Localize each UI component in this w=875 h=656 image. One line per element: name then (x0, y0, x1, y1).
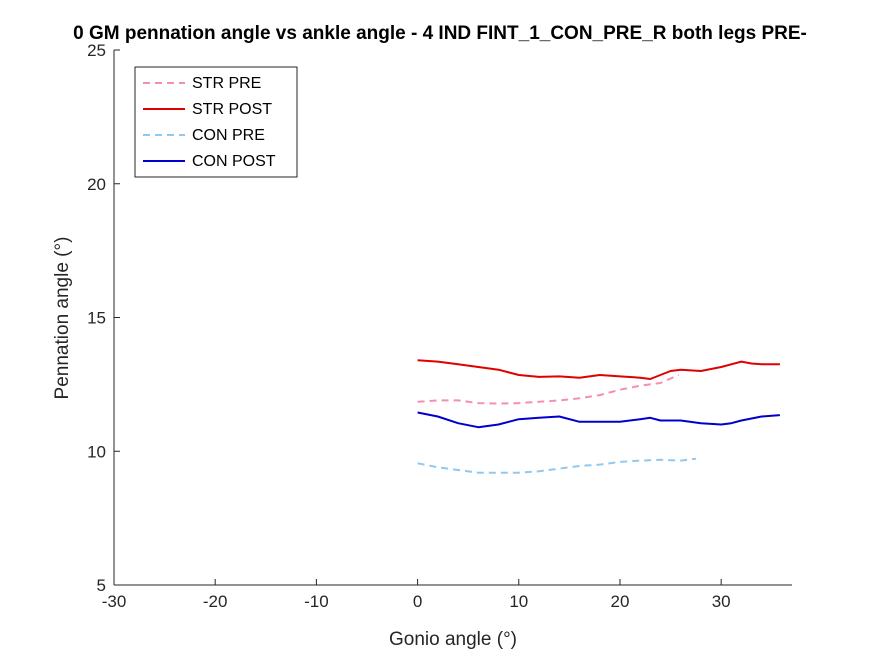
series-line-0 (417, 374, 680, 405)
y-tick-label: 15 (87, 309, 106, 328)
x-tick-label: -20 (203, 592, 228, 611)
chart-title: 0 GM pennation angle vs ankle angle - 4 … (73, 23, 807, 44)
series-line-3 (417, 411, 780, 429)
y-axis-label: Pennation angle (°) (52, 237, 73, 400)
y-tick-label: 20 (87, 175, 106, 194)
legend-label: STR POST (192, 101, 272, 118)
x-tick-label: 30 (712, 592, 731, 611)
x-tick-label: -30 (102, 592, 127, 611)
tick-labels: -30 -20 -10 0 10 20 30 5 10 15 20 25 (87, 41, 731, 611)
legend: STR PRE STR POST CON PRE CON POST (134, 66, 298, 178)
legend-label: STR PRE (192, 75, 261, 92)
x-axis-label: Gonio angle (°) (389, 629, 517, 650)
legend-box (134, 66, 298, 178)
legend-label: CON POST (192, 153, 276, 170)
y-tick-label: 10 (87, 442, 106, 461)
x-tick-label: 20 (611, 592, 630, 611)
series-line-2 (417, 457, 697, 474)
y-tick-label: 5 (97, 576, 106, 595)
series-line-1 (417, 359, 780, 380)
x-tick-label: 0 (413, 592, 422, 611)
legend-label: CON PRE (192, 127, 265, 144)
x-tick-label: -10 (304, 592, 329, 611)
y-tick-label: 25 (87, 41, 106, 60)
x-tick-label: 10 (509, 592, 528, 611)
